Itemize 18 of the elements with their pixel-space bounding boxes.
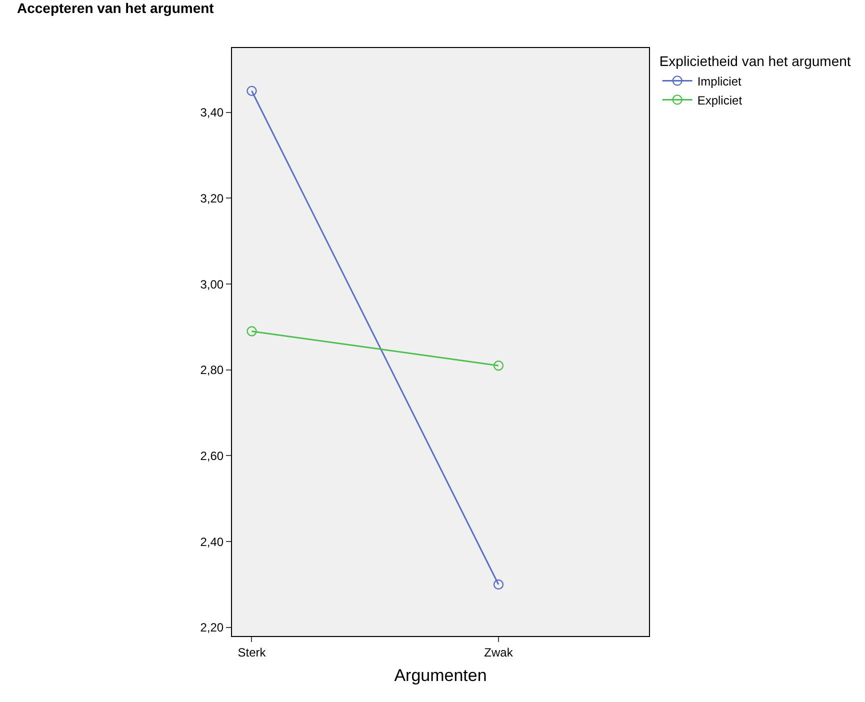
y-tick-label: 2,40 bbox=[200, 534, 224, 549]
legend-title: Explicietheid van het argument bbox=[659, 53, 851, 70]
y-tick-label: 3,20 bbox=[200, 191, 224, 206]
point bbox=[246, 86, 257, 96]
legend-label: Impliciet bbox=[697, 74, 742, 88]
y-tick-label: 3,00 bbox=[200, 277, 224, 292]
y-tick-label: 3,40 bbox=[200, 106, 224, 120]
y-tick-label: 2,60 bbox=[200, 448, 224, 463]
y-tick-label: 2,80 bbox=[200, 363, 224, 378]
y-axis-title: Accepteren van het argument bbox=[17, 0, 214, 16]
x-axis-title: Argumenten bbox=[394, 666, 487, 685]
point bbox=[493, 579, 504, 590]
x-tick-label: Zwak bbox=[484, 645, 514, 660]
legend-label: Expliciet bbox=[697, 93, 743, 108]
point bbox=[493, 360, 504, 371]
x-tick-label: Sterk bbox=[238, 645, 267, 660]
y-tick-label: 2,20 bbox=[200, 620, 224, 635]
point bbox=[246, 326, 257, 336]
